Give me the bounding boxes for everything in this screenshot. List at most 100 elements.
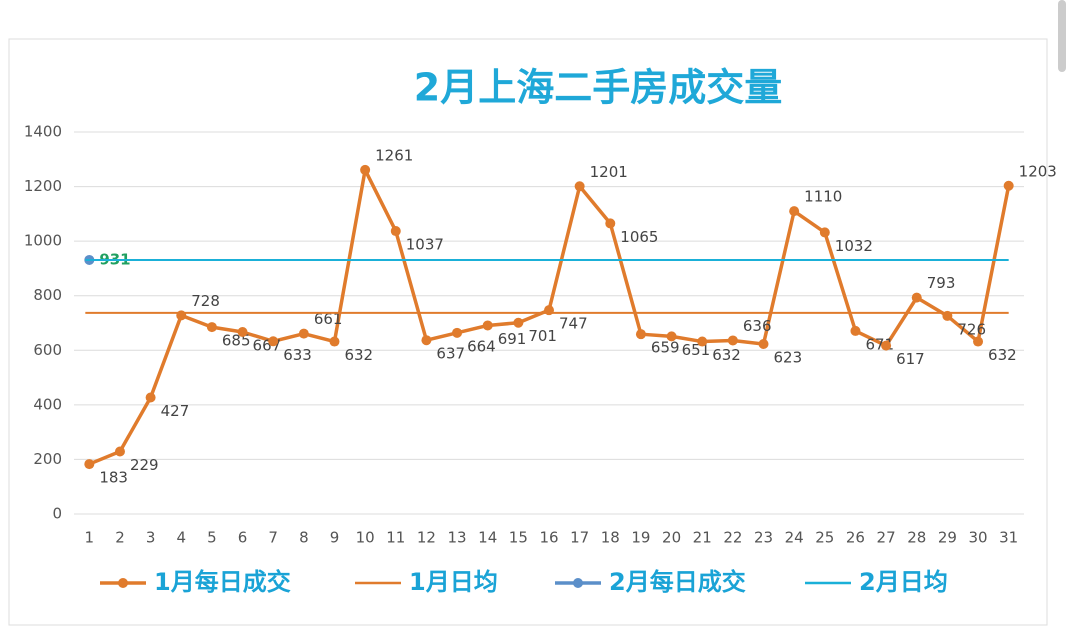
data-point (513, 317, 524, 328)
data-point (881, 340, 892, 351)
y-tick-label: 200 (33, 450, 62, 468)
data-label: 701 (528, 327, 557, 345)
data-point (482, 320, 493, 331)
x-tick-label: 14 (478, 529, 497, 547)
x-tick-label: 26 (846, 529, 865, 547)
data-label: 632 (988, 346, 1017, 364)
chart-title: 2月上海二手房成交量 (414, 66, 782, 110)
data-label: 1201 (590, 163, 628, 181)
data-point (727, 335, 738, 346)
data-label: 1037 (406, 236, 444, 254)
data-point (1003, 180, 1014, 191)
data-point (666, 331, 677, 342)
data-point (145, 392, 156, 403)
x-tick-label: 17 (570, 529, 589, 547)
x-tick-label: 5 (207, 529, 217, 547)
y-tick-label: 400 (33, 395, 62, 413)
data-label: 637 (436, 345, 465, 363)
data-point (635, 329, 646, 340)
data-point (298, 328, 309, 339)
data-point (697, 336, 708, 347)
data-label: 633 (283, 346, 312, 364)
x-tick-label: 15 (509, 529, 528, 547)
data-label: 1203 (1019, 162, 1057, 180)
data-point (973, 336, 984, 347)
legend-label: 2月日均 (859, 568, 948, 596)
x-tick-label: 12 (417, 529, 436, 547)
data-point (176, 310, 187, 321)
data-point (329, 336, 340, 347)
data-label: 793 (927, 274, 956, 292)
data-label: 1065 (620, 228, 658, 246)
data-label: 632 (712, 346, 741, 364)
data-point (114, 446, 125, 457)
data-point (421, 335, 432, 346)
data-point (452, 327, 463, 338)
data-label: 726 (957, 320, 986, 338)
data-point (268, 336, 279, 347)
data-point (911, 292, 922, 303)
y-tick-label: 1200 (24, 177, 62, 195)
data-label: 1110 (804, 188, 842, 206)
y-tick-label: 1000 (24, 232, 62, 250)
x-tick-label: 9 (330, 529, 340, 547)
x-tick-label: 2 (115, 529, 125, 547)
x-tick-label: 22 (723, 529, 742, 547)
scrollbar (1058, 0, 1066, 72)
x-tick-label: 18 (601, 529, 620, 547)
data-label: 623 (774, 349, 803, 367)
data-label: 1032 (835, 237, 873, 255)
data-point (206, 322, 217, 333)
data-label: 229 (130, 456, 159, 474)
data-point (819, 227, 830, 238)
data-label: 636 (743, 317, 772, 335)
data-label: 728 (191, 292, 220, 310)
data-label: 183 (99, 469, 128, 487)
x-tick-label: 1 (85, 529, 95, 547)
x-tick-label: 10 (356, 529, 375, 547)
x-tick-label: 23 (754, 529, 773, 547)
data-point (758, 339, 769, 350)
data-label: 659 (651, 339, 680, 357)
data-label: 747 (559, 315, 588, 333)
data-label: 632 (344, 346, 373, 364)
x-tick-label: 25 (815, 529, 834, 547)
x-tick-label: 6 (238, 529, 248, 547)
y-tick-label: 800 (33, 286, 62, 304)
y-tick-label: 0 (52, 505, 62, 523)
data-point (789, 206, 800, 217)
x-tick-label: 20 (662, 529, 681, 547)
x-tick-label: 13 (448, 529, 467, 547)
x-tick-label: 4 (176, 529, 186, 547)
x-tick-label: 30 (968, 529, 987, 547)
y-tick-label: 1400 (24, 123, 62, 141)
data-point (574, 181, 585, 192)
x-tick-label: 8 (299, 529, 309, 547)
x-tick-label: 27 (877, 529, 896, 547)
x-tick-label: 31 (999, 529, 1018, 547)
legend-marker (118, 578, 128, 588)
x-tick-label: 11 (386, 529, 405, 547)
data-label: 691 (498, 330, 527, 348)
data-point (237, 327, 248, 338)
legend-label: 1月日均 (409, 568, 498, 596)
x-tick-label: 3 (146, 529, 156, 547)
data-label: 427 (161, 402, 190, 420)
legend-marker (573, 578, 583, 588)
x-tick-label: 24 (785, 529, 804, 547)
data-label: 617 (896, 350, 925, 368)
data-label: 661 (314, 310, 343, 328)
data-point (850, 325, 861, 336)
data-label: 664 (467, 337, 496, 355)
x-tick-label: 7 (268, 529, 278, 547)
x-tick-label: 16 (539, 529, 558, 547)
x-tick-label: 19 (631, 529, 650, 547)
data-point (360, 164, 371, 175)
x-tick-label: 29 (938, 529, 957, 547)
data-point (605, 218, 616, 229)
x-tick-label: 21 (693, 529, 712, 547)
chart-frame (8, 38, 1048, 626)
legend-label: 2月每日成交 (609, 568, 746, 596)
data-label: 1261 (375, 146, 413, 164)
